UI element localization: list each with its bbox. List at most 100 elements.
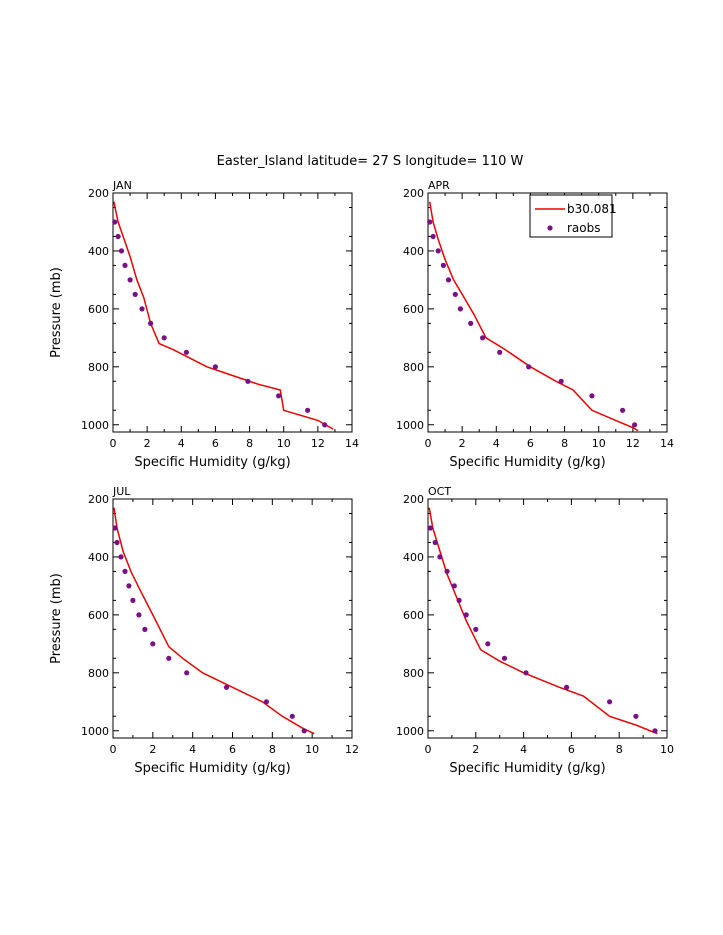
legend-box xyxy=(529,194,613,238)
model-line xyxy=(113,507,315,735)
x-tick-label: 8 xyxy=(561,437,568,450)
obs-point xyxy=(150,641,156,647)
obs-point xyxy=(184,670,190,676)
x-tick-label: 0 xyxy=(110,743,117,756)
obs-point xyxy=(564,684,570,690)
x-tick-label: 0 xyxy=(425,437,432,450)
obs-point xyxy=(480,335,486,341)
x-axis-label: Specific Humidity (g/kg) xyxy=(134,455,290,470)
obs-point xyxy=(301,728,307,734)
obs-point xyxy=(473,626,479,633)
x-tick-label: 10 xyxy=(277,437,291,450)
y-tick-label: 400 xyxy=(88,245,109,258)
x-tick-label: 0 xyxy=(110,437,117,450)
x-tick-label: 12 xyxy=(311,437,325,450)
obs-point xyxy=(245,378,251,384)
obs-point xyxy=(485,641,491,647)
obs-point xyxy=(432,539,438,546)
obs-point xyxy=(607,699,613,705)
obs-point xyxy=(305,407,311,413)
obs-point xyxy=(112,219,118,225)
x-tick-label: 6 xyxy=(527,437,534,450)
obs-point xyxy=(132,291,138,297)
obs-point xyxy=(183,349,189,355)
obs-point xyxy=(263,699,269,705)
y-tick-label: 800 xyxy=(403,361,424,374)
obs-point xyxy=(114,539,120,546)
x-axis-label: Specific Humidity (g/kg) xyxy=(449,455,605,470)
obs-point xyxy=(445,277,452,283)
obs-point xyxy=(322,422,328,428)
y-tick-label: 400 xyxy=(403,245,424,258)
panels: JAN 0 2 4 6 8 10 12 14 200 400 600 800 10 0 0 Specific H… xyxy=(49,179,674,776)
panel-oct: OCT 0 2 4 6 8 10 200 400 600 800 1000 Specific Humid… xyxy=(396,485,674,776)
obs-point xyxy=(468,320,474,326)
obs-point xyxy=(620,407,626,413)
legend-obs-label: raobs xyxy=(567,221,601,235)
x-tick-label: 8 xyxy=(616,743,623,756)
model-line xyxy=(113,201,334,430)
obs-point xyxy=(130,597,136,604)
obs-point xyxy=(456,597,462,604)
obs-point xyxy=(452,291,458,297)
obs-point xyxy=(148,320,154,326)
panel-jan: JAN 0 2 4 6 8 10 12 14 200 400 600 800 1000 Specific H… xyxy=(49,179,359,470)
obs-point xyxy=(136,612,142,618)
obs-point xyxy=(118,554,124,560)
obs-point xyxy=(161,335,167,341)
obs-point xyxy=(501,655,508,661)
x-tick-label: 2 xyxy=(472,743,479,756)
x-tick-label: 6 xyxy=(229,743,236,756)
x-tick-label: 10 xyxy=(592,437,606,450)
x-tick-label: 12 xyxy=(345,743,359,756)
x-tick-label: 14 xyxy=(660,437,674,450)
obs-point xyxy=(437,554,443,560)
x-tick-label: 4 xyxy=(520,743,527,756)
y-tick-label: 400 xyxy=(88,551,109,564)
obs-point xyxy=(430,233,436,240)
x-tick-label: 0 xyxy=(425,743,432,756)
obs-point xyxy=(223,684,230,690)
y-tick-label: 600 xyxy=(403,303,424,316)
obs-point xyxy=(523,670,529,676)
y-tick-label: 200 xyxy=(88,187,109,200)
obs-point xyxy=(558,378,564,384)
x-tick-label: 10 xyxy=(660,743,674,756)
obs-point xyxy=(427,219,433,225)
y-tick-label: 600 xyxy=(88,303,109,316)
y-tick-label: 600 xyxy=(88,609,109,622)
x-tick-label: 6 xyxy=(568,743,575,756)
obs-point xyxy=(632,422,638,428)
x-tick-label: 6 xyxy=(212,437,219,450)
panel-label: OCT xyxy=(428,485,451,498)
panel-apr: APR 0 2 4 6 8 10 12 14 200 400 600 800 1000 Specific H… xyxy=(396,179,674,470)
obs-point xyxy=(444,568,450,575)
plot-frame xyxy=(427,498,668,739)
plot-frame xyxy=(112,498,353,739)
y-tick-label: 600 xyxy=(403,609,424,622)
obs-point xyxy=(276,393,282,399)
model-line xyxy=(428,507,658,735)
y-tick-label: 800 xyxy=(88,667,109,680)
obs-point xyxy=(427,525,433,531)
x-tick-label: 4 xyxy=(178,437,185,450)
x-tick-label: 10 xyxy=(305,743,319,756)
legend: b30.081 raobs xyxy=(529,194,617,238)
panel-jul: JUL 0 2 4 6 8 10 12 200 400 600 800 1000 Specific Hum… xyxy=(49,485,359,776)
obs-point xyxy=(122,568,128,575)
obs-point xyxy=(652,728,658,734)
obs-point xyxy=(166,655,172,661)
x-tick-label: 2 xyxy=(459,437,466,450)
obs-point xyxy=(115,233,121,240)
panel-label: JAN xyxy=(112,179,132,192)
y-tick-label: 400 xyxy=(403,551,424,564)
model-line xyxy=(428,201,639,432)
obs-point xyxy=(212,364,218,370)
obs-point xyxy=(633,713,639,719)
obs-point xyxy=(142,626,148,633)
obs-point xyxy=(289,713,295,719)
obs-point xyxy=(440,262,446,268)
obs-point xyxy=(435,248,441,254)
y-tick-label: 800 xyxy=(88,361,109,374)
